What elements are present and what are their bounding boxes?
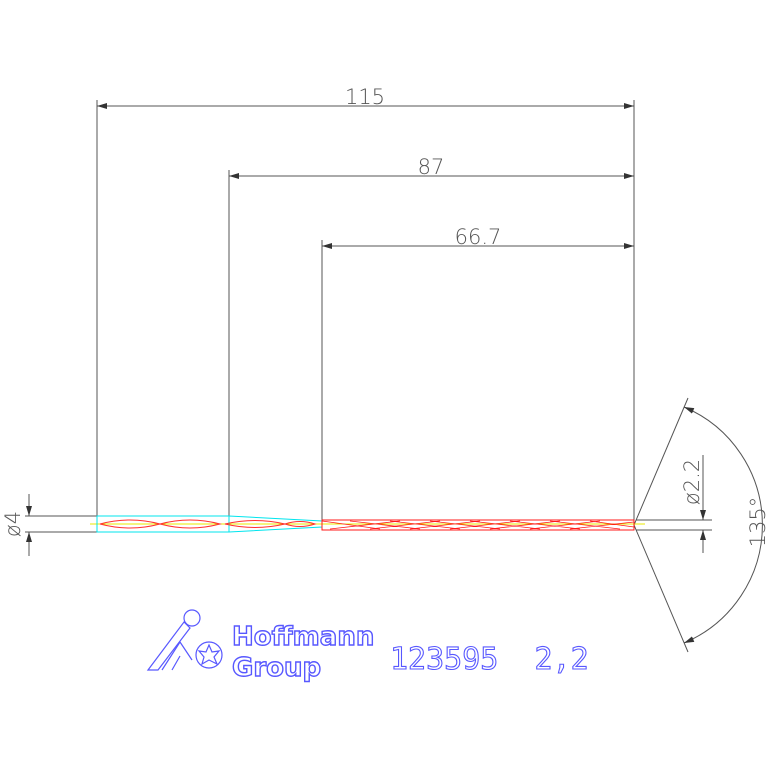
logo-line2: Group	[232, 653, 321, 683]
hoffmann-group-logo: Hoffmann Group	[146, 609, 375, 684]
part-label: 123595 2,2	[390, 642, 589, 677]
flute-outline	[321, 519, 635, 531]
angle-line	[633, 397, 689, 526]
dim-text-drill-diameter: ø2.2	[680, 459, 704, 505]
angle-arc	[683, 406, 763, 644]
flute-lines	[321, 520, 635, 530]
dim-text-66-7: 66.7	[455, 225, 502, 249]
logo-line1: Hoffmann	[232, 622, 374, 652]
dim-text-115: 115	[345, 85, 385, 109]
dim-text-shank-diameter: ø4	[1, 511, 25, 537]
flute-helix	[99, 519, 317, 529]
angle-line	[633, 524, 689, 653]
dim-text-87: 87	[418, 155, 445, 179]
dim-text-point-angle: 135°	[746, 497, 767, 548]
